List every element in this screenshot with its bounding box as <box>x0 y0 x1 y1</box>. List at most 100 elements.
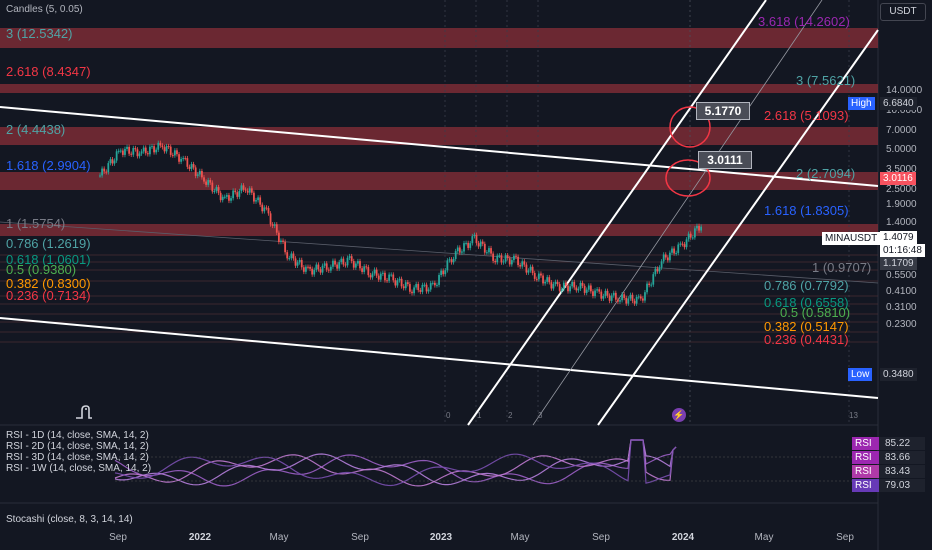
candle-body <box>223 196 226 198</box>
candle-body <box>128 146 131 154</box>
candle-body <box>402 286 405 289</box>
candle-body <box>246 190 249 193</box>
candle-body <box>373 269 376 274</box>
rsi-legend-1w[interactable]: RSI - 1W (14, close, SMA, 14, 2) <box>6 463 152 474</box>
candle-body <box>571 281 574 287</box>
candle-body <box>180 158 183 162</box>
indicator-label[interactable]: Candles (5, 0.05) <box>6 4 83 15</box>
candle-body <box>488 248 490 253</box>
time-tick: May <box>754 532 774 543</box>
candle-body <box>467 242 470 248</box>
candle-body <box>286 252 289 259</box>
candle-body <box>369 275 372 278</box>
candle-body <box>529 266 532 271</box>
candle-body <box>631 294 634 301</box>
candle-body <box>134 148 137 150</box>
fib-label-right: 2.618 (5.1093) <box>764 108 849 123</box>
candle-body <box>446 260 449 271</box>
candle-body <box>594 290 596 297</box>
candle-body <box>450 259 453 263</box>
candle-body <box>321 265 324 273</box>
fib-label-right: 2 (2.7094) <box>796 166 856 181</box>
candle-body <box>105 171 108 173</box>
candle-body <box>311 268 314 275</box>
rsi-legend-3d[interactable]: RSI - 3D (14, close, SMA, 14, 2) <box>6 452 149 463</box>
candle-body <box>257 197 259 201</box>
candle-body <box>652 274 655 285</box>
candle-body <box>691 237 694 239</box>
candle-body <box>427 289 430 292</box>
candle-body <box>350 256 353 262</box>
candle-body <box>381 272 384 274</box>
candle-body <box>144 147 147 154</box>
candle-body <box>219 192 222 201</box>
candle-body <box>473 234 476 237</box>
candle-body <box>527 270 530 273</box>
target-circle <box>669 106 711 148</box>
candle-body <box>648 283 651 286</box>
candle-body <box>365 266 368 268</box>
candle-body <box>542 275 544 284</box>
candle-body <box>242 185 245 190</box>
candle-body <box>359 261 361 269</box>
currency-button[interactable]: USDT <box>880 3 926 21</box>
candle-body <box>178 154 180 162</box>
candle-body <box>456 247 459 252</box>
candle-body <box>302 267 305 272</box>
candle-body <box>342 258 345 265</box>
candle-body <box>639 296 642 299</box>
candle-body <box>99 175 101 177</box>
candle-body <box>558 284 561 291</box>
candle-body <box>413 287 415 294</box>
time-tick: 2024 <box>671 532 695 543</box>
candle-body <box>115 151 118 161</box>
candle-body <box>288 258 291 260</box>
rsi-badge: RSI 79.03 <box>852 479 925 492</box>
candle-body <box>357 261 359 264</box>
channel-line-right <box>597 29 879 426</box>
candle-body <box>404 282 407 289</box>
rsi-badge: RSI 83.66 <box>852 451 925 464</box>
rsi-legend-2d[interactable]: RSI - 2D (14, close, SMA, 14, 2) <box>6 441 149 452</box>
candle-body <box>629 294 632 299</box>
candle-body <box>309 266 311 269</box>
candle-body <box>644 292 646 301</box>
candle-body <box>552 284 555 289</box>
candle-body <box>363 266 366 272</box>
channel-line-left <box>467 0 767 426</box>
fib-label-right: 0.236 (0.4431) <box>764 332 849 347</box>
price-tick: 2.5000 <box>886 183 917 195</box>
candle-body <box>589 285 592 292</box>
rsi-legend-1d[interactable]: RSI - 1D (14, close, SMA, 14, 2) <box>6 430 149 441</box>
fib-mark: 3.0116 <box>880 172 916 185</box>
fib-label-left: 0.5 (0.9380) <box>6 262 77 277</box>
candle-body <box>683 244 686 248</box>
candle-body <box>379 273 382 280</box>
candle-body <box>675 252 678 254</box>
lightning-icon[interactable]: ⚡ <box>672 408 686 422</box>
fib-label-right: 1.618 (1.8305) <box>764 203 849 218</box>
candle-body <box>633 300 636 304</box>
fib-label-left: 0.236 (0.7134) <box>6 288 91 303</box>
fib-label-left: 1.618 (2.9904) <box>6 158 91 173</box>
candle-body <box>215 187 218 192</box>
low-label: Low <box>848 368 873 381</box>
candle-body <box>587 285 590 290</box>
time-tick: Sep <box>836 532 854 543</box>
candle-body <box>282 240 284 242</box>
candle-body <box>151 146 153 148</box>
candle-body <box>188 166 191 169</box>
candle-body <box>298 259 301 263</box>
candle-body <box>515 255 517 257</box>
candle-body <box>140 151 143 154</box>
candle-body <box>228 195 230 201</box>
candle-body <box>575 287 578 291</box>
candle-body <box>521 261 524 267</box>
rsi-badge: RSI 85.22 <box>852 437 925 450</box>
candle-body <box>513 255 515 261</box>
candle-body <box>477 243 480 247</box>
stoch-legend[interactable]: Stocashi (close, 8, 3, 14, 14) <box>6 514 133 525</box>
candle-body <box>517 256 519 266</box>
